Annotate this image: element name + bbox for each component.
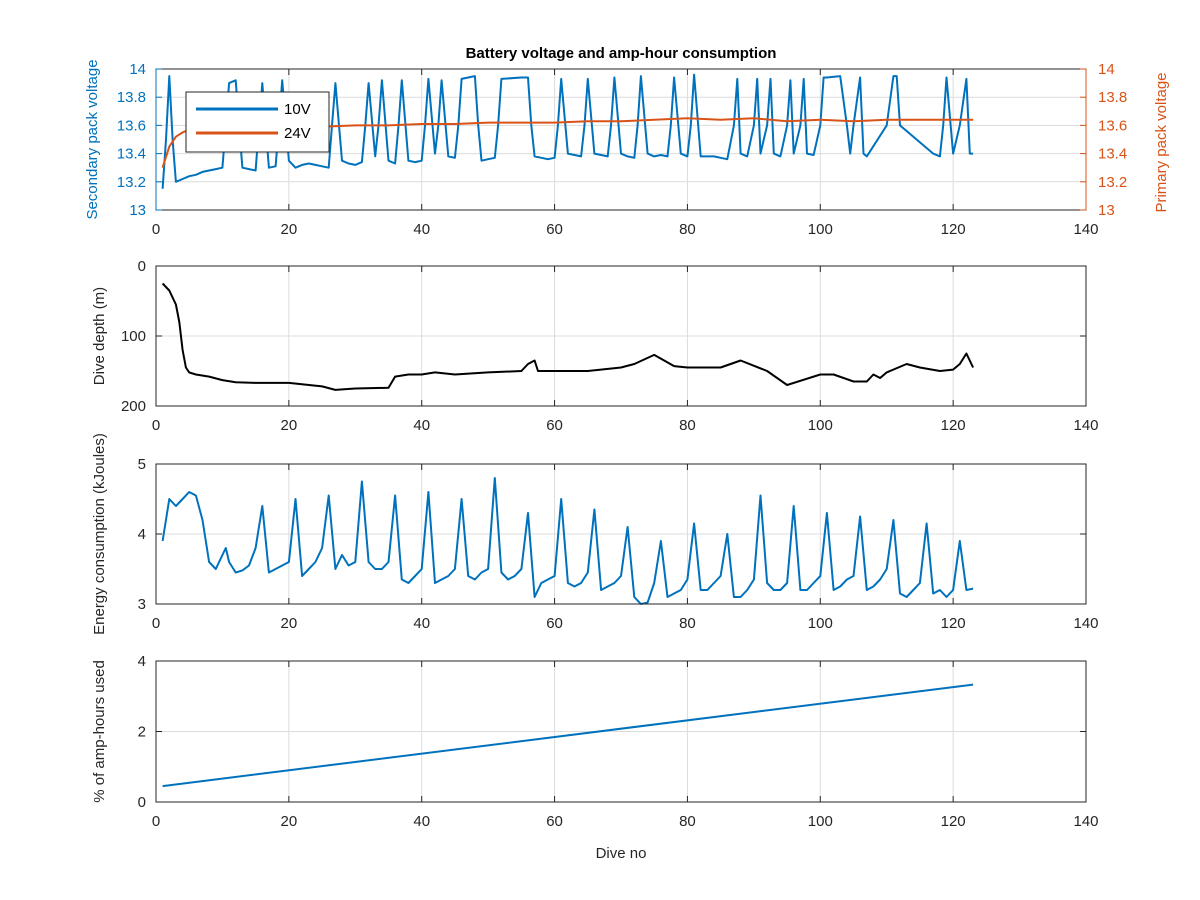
x-tick-label: 40 <box>413 615 430 632</box>
subplot-1: 0 20 40 60 80 100 120 1401313.213.413.613.81413… <box>84 59 1170 238</box>
x-tick-label: 100 <box>808 221 833 238</box>
x-tick-label: 100 <box>808 813 833 830</box>
x-tick-label: 20 <box>281 221 298 238</box>
y-tick-label: 13.6 <box>117 117 146 134</box>
subplot-3: 0 20 40 60 80 100 120 140 3 4 5 Energy consumption … <box>91 433 1099 635</box>
y-tick-label: 5 <box>138 456 146 473</box>
y-tick-label: 100 <box>121 328 146 345</box>
y-tick-label-right: 13.8 <box>1098 89 1127 106</box>
gridlines <box>156 661 1086 802</box>
y-tick-label: 4 <box>138 653 146 670</box>
legend-label: 10V <box>284 101 311 118</box>
y-ticks-left: 0 100 200 <box>121 258 1086 415</box>
y-tick-label: 13 <box>129 202 146 219</box>
y-axis-label: % of amp-hours used <box>91 660 108 803</box>
x-tick-label: 0 <box>152 813 160 830</box>
y-tick-label: 2 <box>138 724 146 741</box>
y-axis-label: Dive depth (m) <box>91 287 108 385</box>
x-tick-label: 100 <box>808 615 833 632</box>
x-tick-label: 140 <box>1073 615 1098 632</box>
y-tick-label: 0 <box>138 794 146 811</box>
x-tick-label: 120 <box>941 813 966 830</box>
x-tick-label: 0 <box>152 417 160 434</box>
legend-label: 24V <box>284 125 311 142</box>
y-tick-label: 13.2 <box>117 174 146 191</box>
x-tick-label: 80 <box>679 221 696 238</box>
series-group <box>162 683 974 788</box>
y-axis-label: Energy consumption (kJoules) <box>91 433 108 635</box>
x-tick-label: 60 <box>546 221 563 238</box>
y-axis-label-right: Primary pack voltage <box>1153 72 1170 212</box>
x-tick-label: 20 <box>281 813 298 830</box>
x-ticks: 0 20 40 60 80 100 120 140 <box>152 464 1099 632</box>
x-tick-label: 120 <box>941 615 966 632</box>
x-tick-label: 60 <box>546 417 563 434</box>
x-tick-label: 60 <box>546 813 563 830</box>
y-tick-label: 0 <box>138 258 146 275</box>
subplot-2: 0 20 40 60 80 100 120 140 0 100 200 Dive depth (m) <box>91 258 1099 434</box>
x-tick-label: 20 <box>281 417 298 434</box>
y-tick-label-right: 13 <box>1098 202 1115 219</box>
series-group <box>161 282 975 391</box>
y-axis-label: Secondary pack voltage <box>84 59 101 219</box>
y-tick-label-right: 13.2 <box>1098 174 1127 191</box>
x-tick-label: 20 <box>281 615 298 632</box>
x-ticks: 0 20 40 60 80 100 120 140 <box>152 266 1099 434</box>
series-line <box>162 683 974 788</box>
y-tick-label: 4 <box>138 526 146 543</box>
y-ticks-left: 3 4 5 <box>138 456 1086 613</box>
subplot-4: 0 20 40 60 80 100 120 140 0 2 4 % of amp-hours used… <box>91 653 1099 862</box>
x-tick-label: 140 <box>1073 417 1098 434</box>
x-tick-label: 120 <box>941 417 966 434</box>
legend-box <box>185 91 330 153</box>
x-tick-label: 60 <box>546 615 563 632</box>
y-tick-label: 200 <box>121 398 146 415</box>
y-tick-label-right: 13.6 <box>1098 117 1127 134</box>
x-tick-label: 80 <box>679 417 696 434</box>
y-ticks-right: 13 13.2 13.4 13.6 13.8 14 Primary pack voltage <box>1080 61 1170 219</box>
y-ticks-left: 0 2 4 <box>138 653 1086 811</box>
gridlines <box>156 464 1086 604</box>
x-tick-label: 140 <box>1073 221 1098 238</box>
x-axis-label: Dive no <box>596 845 647 862</box>
x-tick-label: 100 <box>808 417 833 434</box>
y-tick-label: 3 <box>138 596 146 613</box>
x-tick-label: 0 <box>152 615 160 632</box>
y-tick-label-right: 13.4 <box>1098 146 1127 163</box>
y-tick-label: 13.8 <box>117 89 146 106</box>
y-ticks-left: 13 13.2 13.4 13.6 13.8 14 <box>117 61 162 219</box>
y-tick-label: 13.4 <box>117 146 146 163</box>
y-tick-label-right: 14 <box>1098 61 1115 78</box>
x-tick-label: 120 <box>941 221 966 238</box>
x-ticks: 0 20 40 60 80 100 120 140 <box>152 69 1099 238</box>
x-tick-label: 80 <box>679 615 696 632</box>
x-tick-label: 140 <box>1073 813 1098 830</box>
y-tick-label: 14 <box>129 61 146 78</box>
x-tick-label: 40 <box>413 221 430 238</box>
series-line <box>161 477 974 605</box>
x-tick-label: 0 <box>152 221 160 238</box>
x-ticks: 0 20 40 60 80 100 120 140 <box>152 661 1099 830</box>
series-group <box>161 477 974 605</box>
x-tick-label: 80 <box>679 813 696 830</box>
x-tick-label: 40 <box>413 813 430 830</box>
subplot-panels: 0 20 40 60 80 100 120 1401313.213.413.613.81413… <box>84 59 1170 862</box>
series-line <box>161 282 975 391</box>
figure-title: Battery voltage and amp-hour consumption <box>466 45 777 62</box>
x-tick-label: 40 <box>413 417 430 434</box>
